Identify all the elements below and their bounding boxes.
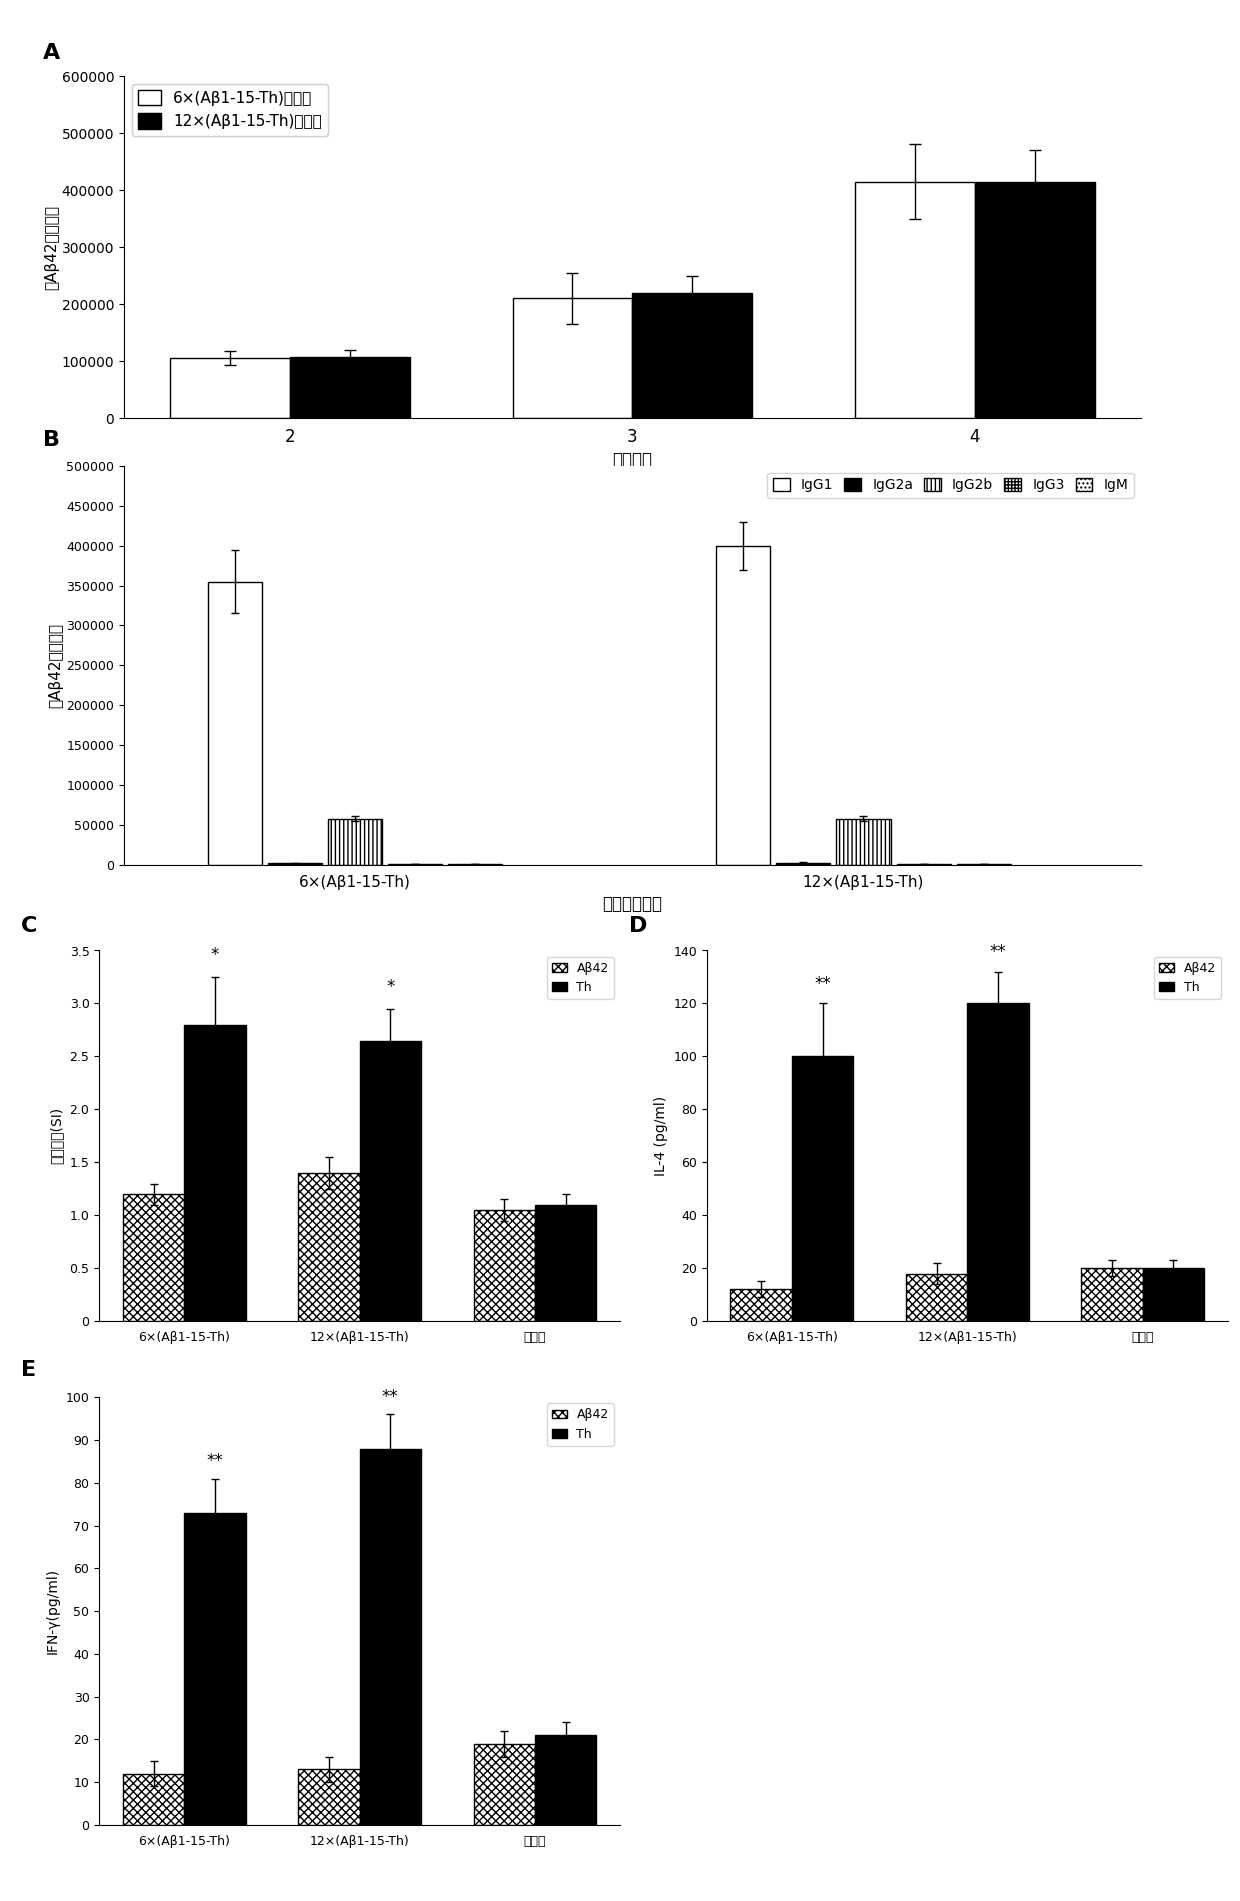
Bar (474, 1211, 534, 1321)
Text: E: E (21, 1359, 36, 1380)
Y-axis label: 抗Aβ42抗体满度: 抗Aβ42抗体满度 (48, 624, 63, 707)
Bar (967, 1004, 1028, 1321)
Bar (1081, 1268, 1142, 1321)
Bar (854, 181, 975, 418)
Legend: Aβ42, Th: Aβ42, Th (1154, 956, 1221, 1000)
Text: *: * (386, 977, 394, 996)
Bar (185, 1513, 246, 1825)
X-axis label: 免疫次数: 免疫次数 (613, 452, 652, 470)
Bar (185, 1025, 246, 1321)
Text: D: D (629, 916, 647, 935)
Bar (474, 1743, 534, 1825)
Bar (906, 1274, 967, 1321)
Legend: Aβ42, Th: Aβ42, Th (547, 956, 614, 1000)
Bar (208, 582, 262, 865)
Legend: Aβ42, Th: Aβ42, Th (547, 1403, 614, 1447)
Text: **: ** (207, 1452, 223, 1469)
Y-axis label: IFN-γ(pg/ml): IFN-γ(pg/ml) (46, 1568, 60, 1654)
Y-axis label: IL-4 (pg/ml): IL-4 (pg/ml) (653, 1095, 667, 1177)
Bar (717, 546, 770, 865)
Bar (1142, 1268, 1204, 1321)
Text: C: C (21, 916, 37, 935)
Text: **: ** (382, 1388, 399, 1405)
Bar (730, 1289, 792, 1321)
Bar (290, 357, 410, 418)
Legend: IgG1, IgG2a, IgG2b, IgG3, IgM: IgG1, IgG2a, IgG2b, IgG3, IgM (768, 473, 1133, 498)
Legend: 6×(Aβ1-15-Th)免疫组, 12×(Aβ1-15-Th)免疫组: 6×(Aβ1-15-Th)免疫组, 12×(Aβ1-15-Th)免疫组 (131, 84, 327, 135)
Bar (534, 1736, 596, 1825)
Bar (329, 819, 382, 865)
Bar (299, 1770, 360, 1825)
Bar (534, 1205, 596, 1321)
Text: *: * (211, 947, 219, 964)
X-axis label: 免疫抗原疫苗: 免疫抗原疫苗 (603, 895, 662, 912)
Text: A: A (42, 44, 60, 63)
Bar (123, 1774, 185, 1825)
Bar (512, 298, 632, 418)
Text: **: ** (815, 975, 831, 992)
Text: B: B (42, 430, 60, 451)
Bar (792, 1057, 853, 1321)
Bar (123, 1194, 185, 1321)
Y-axis label: 抗Aβ42抗体满度: 抗Aβ42抗体满度 (43, 205, 58, 289)
Bar (776, 863, 831, 865)
Text: **: ** (990, 943, 1007, 962)
Bar (837, 819, 890, 865)
Y-axis label: 封激指标(SI): 封激指标(SI) (50, 1106, 64, 1165)
Bar (170, 357, 290, 418)
Bar (299, 1173, 360, 1321)
Bar (360, 1449, 420, 1825)
Bar (360, 1040, 420, 1321)
Bar (632, 293, 753, 418)
Bar (975, 181, 1095, 418)
